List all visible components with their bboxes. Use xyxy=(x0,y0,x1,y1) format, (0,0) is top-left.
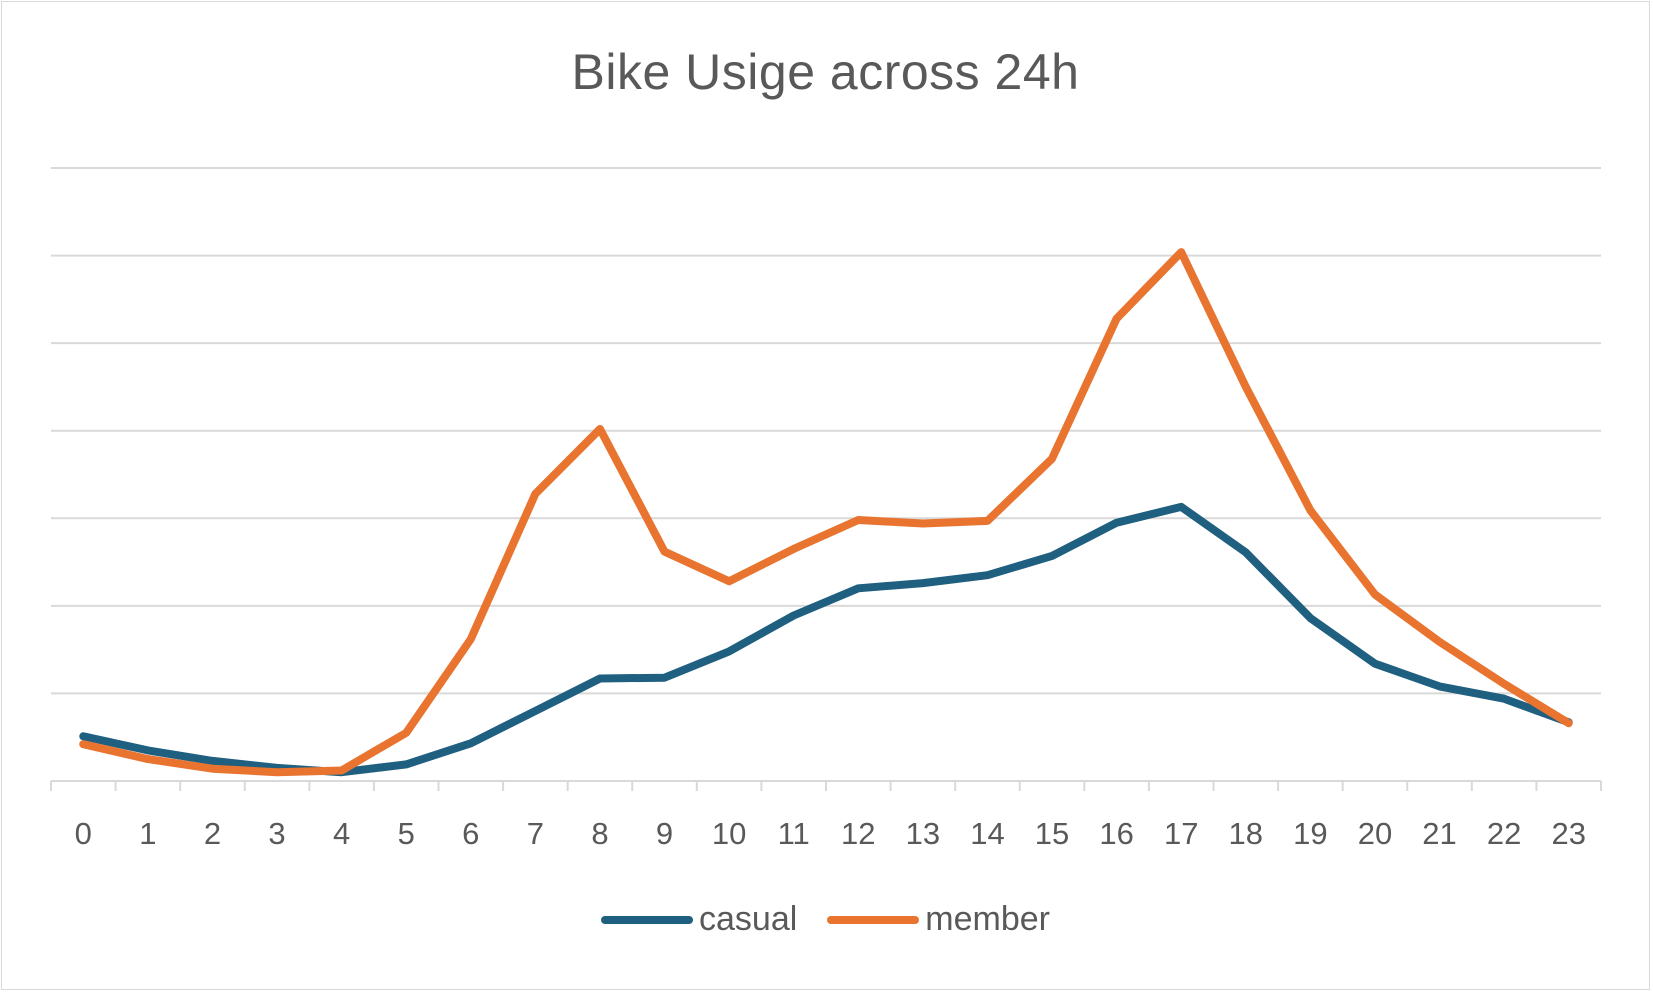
x-tick-label: 4 xyxy=(333,816,350,851)
x-tick-label: 19 xyxy=(1293,816,1327,851)
series-line-casual xyxy=(79,502,1573,777)
x-tick-label: 12 xyxy=(841,816,875,851)
x-tick-label: 18 xyxy=(1229,816,1263,851)
x-tick-label: 6 xyxy=(462,816,479,851)
x-tick-label: 14 xyxy=(970,816,1004,851)
x-tick-label: 9 xyxy=(656,816,673,851)
x-tick-label: 21 xyxy=(1422,816,1456,851)
x-tick-labels: 0 1 2 3 4 5 6 7 8 9 10 11 12 13 14 15 16 17 18 19 20 21 22 23 xyxy=(75,816,1586,851)
legend-label-casual: casual xyxy=(699,900,798,938)
x-tick-label: 5 xyxy=(398,816,415,851)
legend-item-member: member xyxy=(827,900,1050,939)
legend: casual member xyxy=(0,900,1651,939)
x-tick-label: 15 xyxy=(1035,816,1069,851)
x-tick-label: 1 xyxy=(139,816,156,851)
legend-label-member: member xyxy=(925,900,1050,938)
x-tick-label: 3 xyxy=(268,816,285,851)
x-tick-label: 17 xyxy=(1164,816,1198,851)
chart-title: Bike Usige across 24h xyxy=(571,44,1080,100)
x-axis xyxy=(50,780,1602,791)
legend-item-casual: casual xyxy=(601,900,797,939)
series-lines xyxy=(79,248,1573,777)
x-tick-label: 13 xyxy=(906,816,940,851)
gridlines xyxy=(51,167,1601,695)
x-tick-label: 22 xyxy=(1487,816,1521,851)
x-tick-label: 11 xyxy=(778,816,810,851)
x-tick-label: 0 xyxy=(75,816,92,851)
x-tick-label: 10 xyxy=(712,816,746,851)
x-tick-label: 8 xyxy=(591,816,608,851)
x-tick-label: 16 xyxy=(1099,816,1133,851)
series-line-member xyxy=(79,248,1573,777)
legend-swatch-member xyxy=(827,915,920,924)
x-tick-label: 2 xyxy=(204,816,221,851)
x-tick-label: 20 xyxy=(1358,816,1392,851)
x-tick-label: 7 xyxy=(527,816,544,851)
legend-swatch-casual xyxy=(601,915,693,924)
x-tick-label: 23 xyxy=(1551,816,1585,851)
